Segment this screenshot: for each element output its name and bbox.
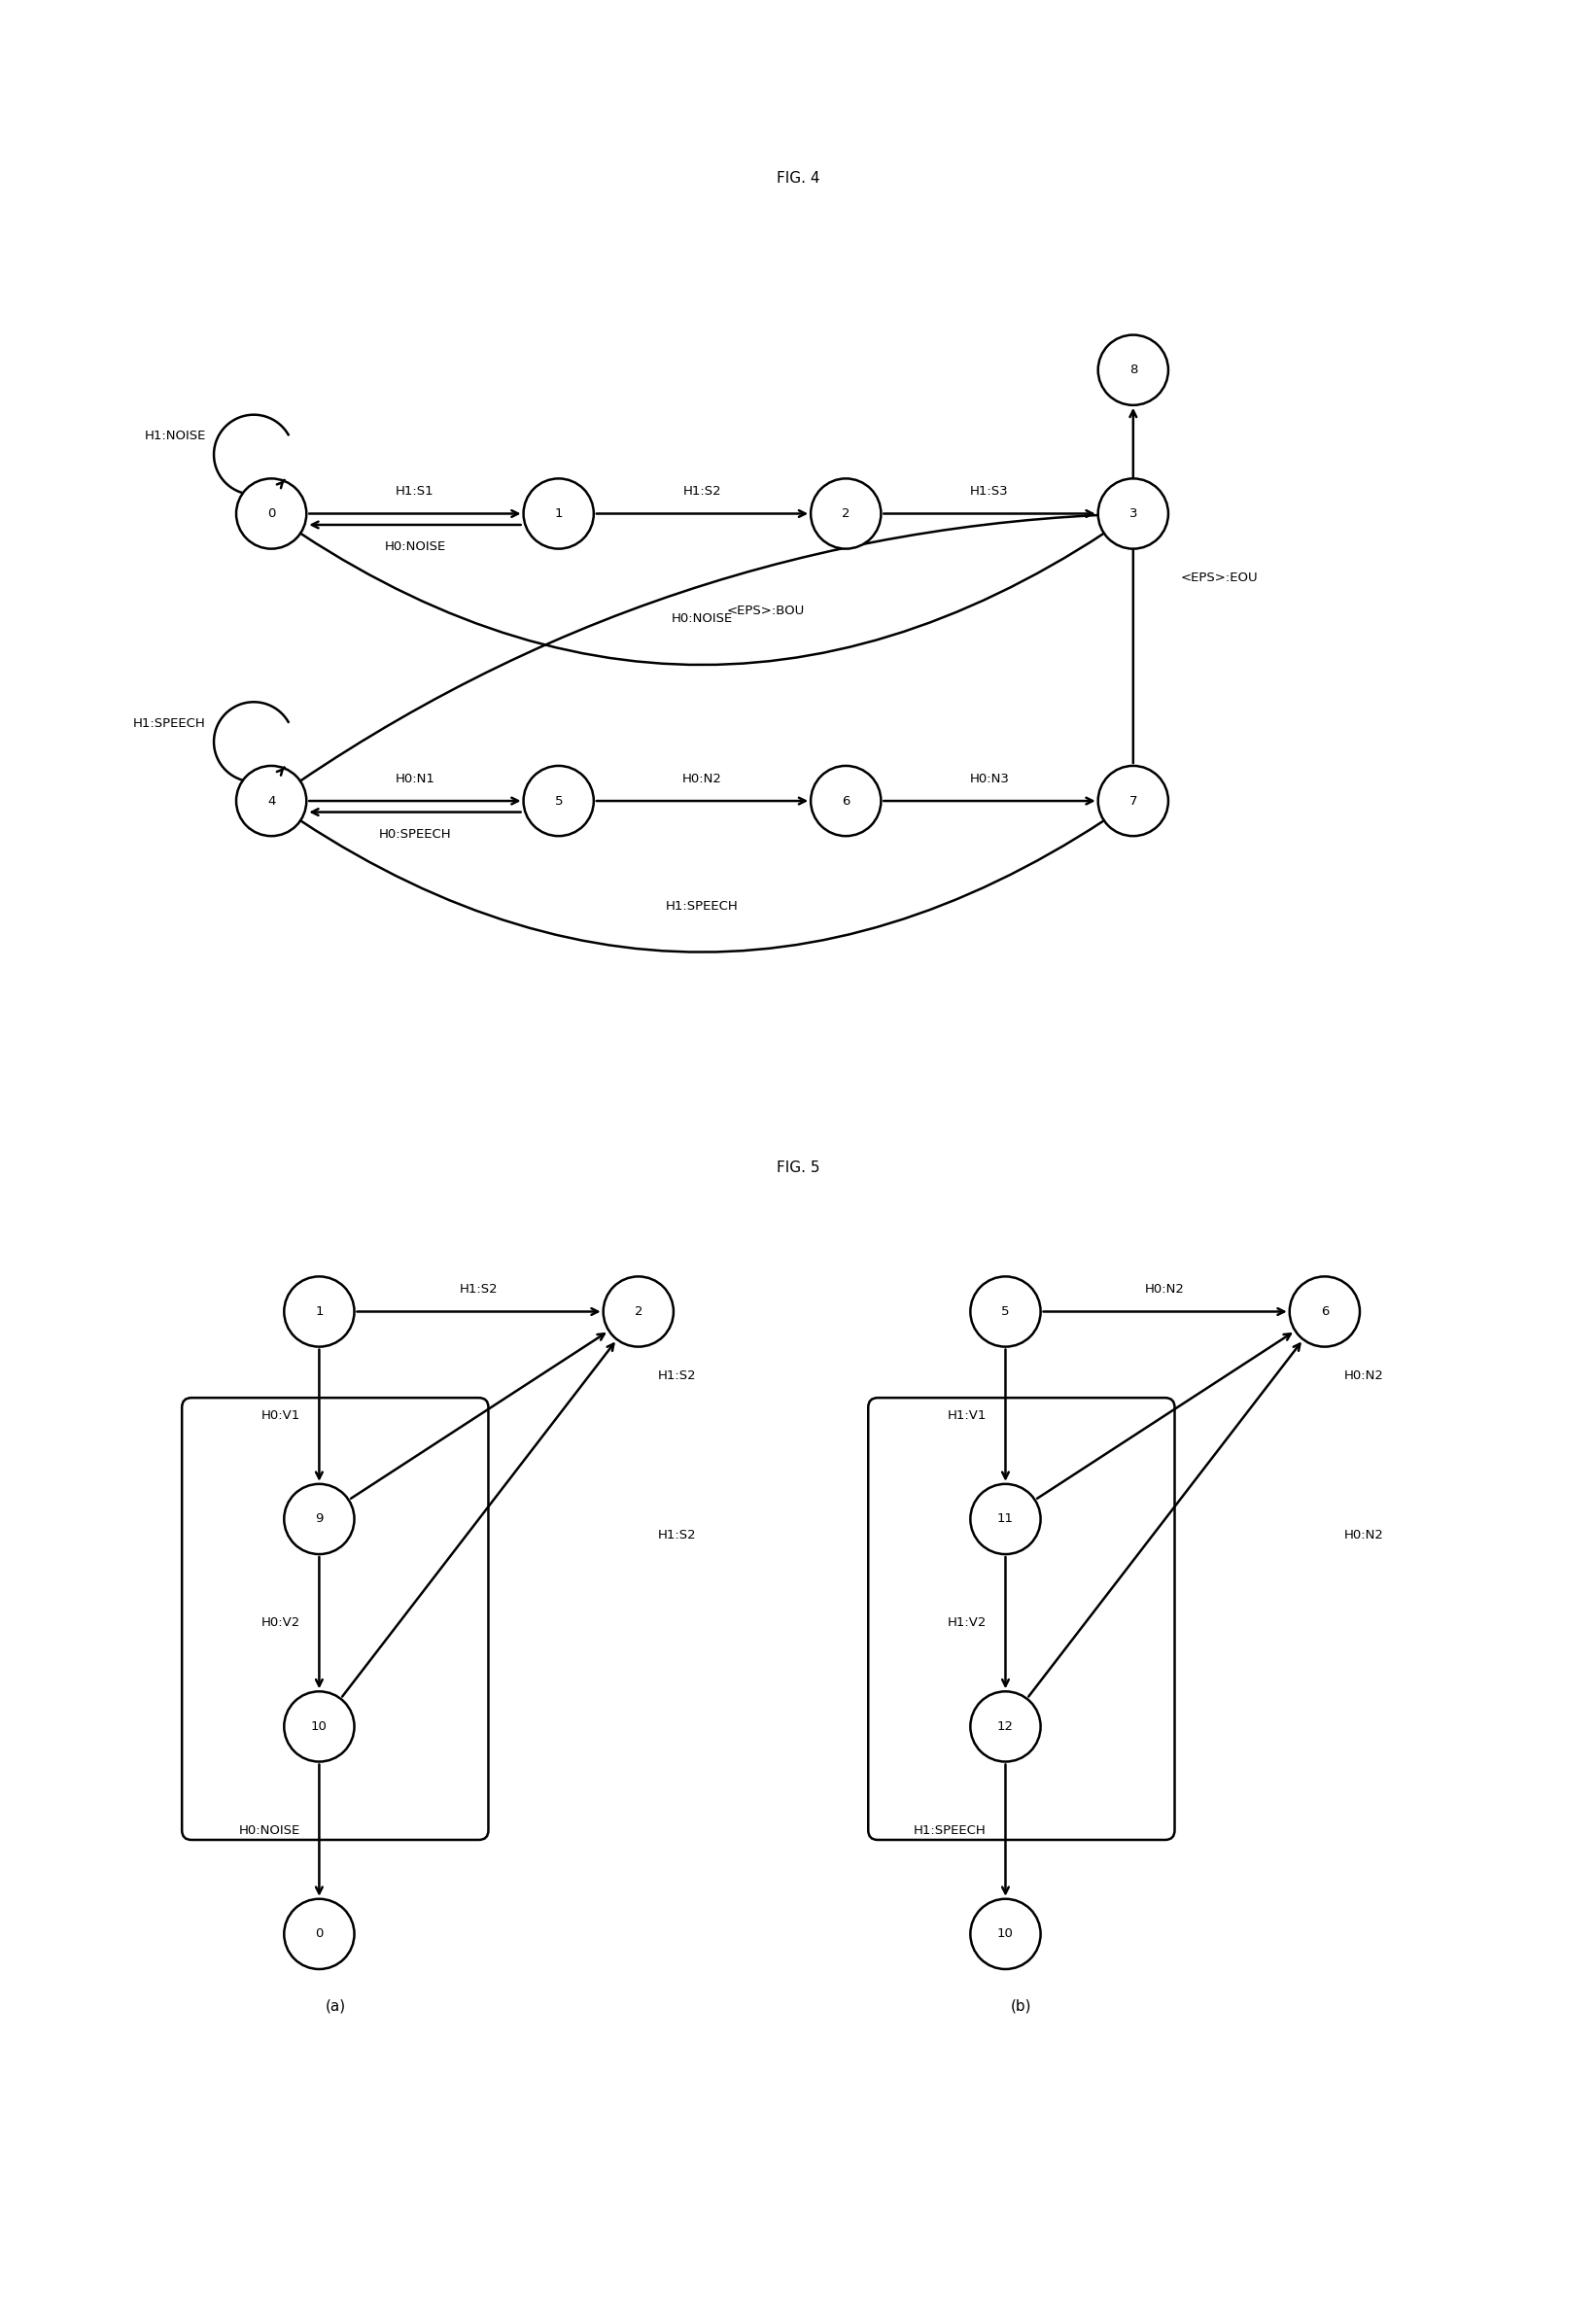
Text: H0:NOISE: H0:NOISE [238, 1824, 300, 1837]
Text: H0:N1: H0:N1 [396, 773, 434, 784]
Text: 0: 0 [314, 1928, 324, 1940]
Text: H1:S2: H1:S2 [683, 485, 721, 499]
Circle shape [970, 1485, 1041, 1554]
Text: 6: 6 [841, 796, 851, 807]
Text: 10: 10 [998, 1928, 1013, 1940]
Text: 5: 5 [554, 796, 563, 807]
Circle shape [523, 478, 594, 550]
Text: 7: 7 [1128, 796, 1138, 807]
Circle shape [970, 1898, 1041, 1970]
Text: 3: 3 [1128, 508, 1138, 520]
Text: H1:NOISE: H1:NOISE [144, 429, 206, 443]
Text: 2: 2 [841, 508, 851, 520]
Text: 1: 1 [554, 508, 563, 520]
Circle shape [523, 766, 594, 835]
Text: <EPS>:BOU: <EPS>:BOU [728, 606, 804, 617]
Text: <EPS>:EOU: <EPS>:EOU [1181, 571, 1258, 585]
Text: (a): (a) [326, 1998, 345, 2014]
Circle shape [603, 1276, 674, 1346]
Text: H0:N2: H0:N2 [1344, 1529, 1384, 1540]
Text: H1:S2: H1:S2 [658, 1529, 696, 1540]
Text: H1:V1: H1:V1 [946, 1408, 986, 1422]
Text: 12: 12 [998, 1719, 1013, 1733]
Text: H1:SPEECH: H1:SPEECH [666, 900, 739, 912]
Text: H0:N3: H0:N3 [970, 773, 1009, 784]
Text: H1:SPEECH: H1:SPEECH [132, 717, 206, 731]
Circle shape [811, 478, 881, 550]
Text: FIG. 5: FIG. 5 [776, 1160, 820, 1176]
Text: 5: 5 [1001, 1306, 1010, 1318]
FancyBboxPatch shape [182, 1397, 488, 1840]
FancyBboxPatch shape [868, 1397, 1175, 1840]
Circle shape [1290, 1276, 1360, 1346]
Text: H1:V2: H1:V2 [946, 1617, 986, 1629]
Text: H0:N2: H0:N2 [1146, 1283, 1184, 1295]
Text: 2: 2 [634, 1306, 643, 1318]
Circle shape [284, 1898, 354, 1970]
Text: FIG. 4: FIG. 4 [776, 172, 820, 186]
Circle shape [1098, 478, 1168, 550]
Circle shape [1098, 766, 1168, 835]
Text: H0:N2: H0:N2 [1344, 1369, 1384, 1383]
Text: H0:V1: H0:V1 [260, 1408, 300, 1422]
Text: H1:S3: H1:S3 [970, 485, 1009, 499]
Circle shape [236, 766, 306, 835]
Circle shape [284, 1276, 354, 1346]
Text: 11: 11 [998, 1513, 1013, 1524]
Text: 9: 9 [314, 1513, 324, 1524]
Text: 1: 1 [314, 1306, 324, 1318]
Text: 4: 4 [267, 796, 276, 807]
Circle shape [970, 1276, 1041, 1346]
Text: (b): (b) [1010, 1998, 1033, 2014]
Circle shape [1098, 334, 1168, 406]
Text: H0:SPEECH: H0:SPEECH [378, 828, 452, 840]
Text: H1:SPEECH: H1:SPEECH [913, 1824, 986, 1837]
Text: 6: 6 [1320, 1306, 1329, 1318]
Circle shape [970, 1691, 1041, 1761]
Text: H0:NOISE: H0:NOISE [672, 612, 733, 624]
Text: H1:S2: H1:S2 [658, 1369, 696, 1383]
Text: 10: 10 [311, 1719, 327, 1733]
Text: H0:V2: H0:V2 [260, 1617, 300, 1629]
Circle shape [284, 1691, 354, 1761]
Circle shape [284, 1485, 354, 1554]
Circle shape [811, 766, 881, 835]
Text: H0:N2: H0:N2 [683, 773, 721, 784]
Text: H0:NOISE: H0:NOISE [385, 541, 445, 554]
Text: 8: 8 [1128, 364, 1138, 376]
Text: H1:S2: H1:S2 [460, 1283, 498, 1295]
Circle shape [236, 478, 306, 550]
Text: H1:S1: H1:S1 [396, 485, 434, 499]
Text: 0: 0 [267, 508, 276, 520]
